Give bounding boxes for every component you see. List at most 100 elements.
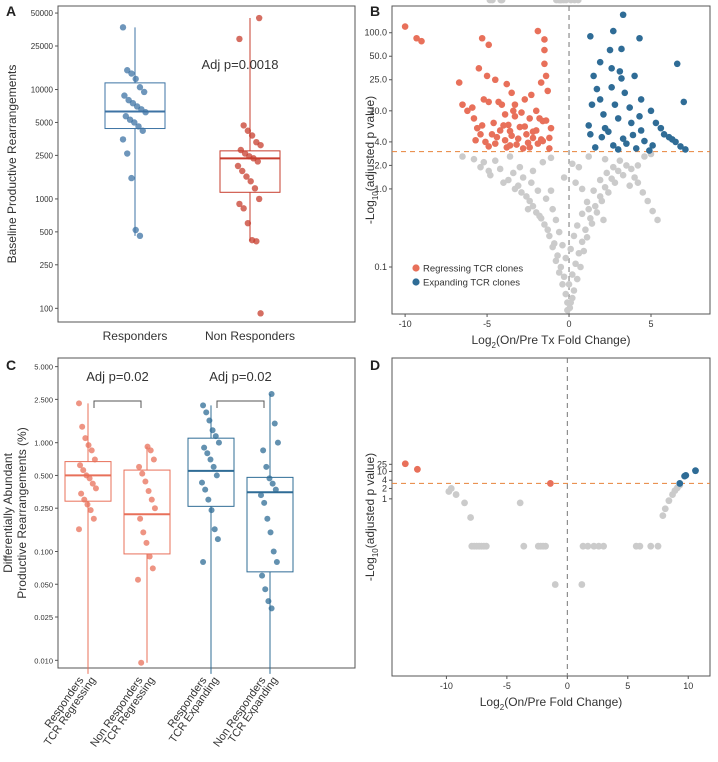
regressing-point: [418, 37, 425, 45]
y-tick-label: 0.1: [374, 262, 387, 272]
data-point: [265, 598, 272, 605]
nonsignificant-point: [488, 0, 496, 4]
data-point: [240, 122, 247, 129]
regressing-point: [496, 127, 504, 134]
expanding-point: [596, 96, 604, 103]
nonsignificant-point: [470, 155, 478, 163]
regressing-point: [473, 124, 481, 132]
nonsignificant-point: [547, 187, 555, 194]
regressing-point: [546, 145, 553, 152]
panel-b-volcano-plot: -10 -5 0 5 0.1 1.0 2.0 4.0 10.0 25.0 50.0 100.0 Log2…: [363, 5, 711, 350]
nonsignificant-point: [529, 167, 537, 175]
expanding-point: [682, 146, 689, 153]
x-tick-label: Non Responders: [205, 329, 295, 343]
expanding-point: [608, 84, 615, 91]
y-tick-label: 1.0: [374, 184, 387, 194]
panel-label-a: A: [6, 3, 16, 19]
data-point: [148, 496, 155, 503]
data-point: [257, 141, 264, 149]
nonsignificant-point: [542, 195, 550, 202]
nonsignificant-point: [580, 247, 588, 255]
y-tick-label: 0.010: [34, 656, 53, 665]
nonsignificant-point: [603, 169, 611, 177]
regressing-point: [413, 465, 421, 473]
data-point: [136, 232, 144, 240]
nonsignificant-point: [584, 542, 592, 550]
data-point: [237, 146, 245, 154]
expanding-point: [587, 131, 594, 138]
expanding-point: [631, 72, 638, 80]
data-point: [243, 173, 250, 180]
expanding-point: [652, 119, 660, 127]
box: [187, 437, 235, 507]
data-point: [261, 499, 268, 506]
nonsignificant-point: [600, 542, 607, 550]
nonsignificant-point: [574, 0, 582, 4]
nonsignificant-point: [518, 189, 525, 196]
data-point: [213, 472, 220, 479]
regressing-point: [483, 72, 491, 80]
x-tick-label: -10: [399, 319, 412, 329]
regressing-point: [532, 107, 540, 115]
y-tick-label: 5000: [35, 118, 53, 127]
data-point: [274, 439, 281, 446]
expanding-point: [676, 480, 684, 487]
y-tick-label: 1.000: [34, 439, 53, 448]
regressing-point: [464, 107, 471, 115]
regressing-point: [511, 101, 519, 108]
nonsignificant-point: [582, 226, 589, 234]
nonsignificant-point: [477, 163, 484, 171]
nonsignificant-point: [659, 512, 667, 520]
data-point: [269, 480, 276, 487]
nonsignificant-point: [585, 153, 593, 160]
expanding-point: [647, 107, 655, 115]
data-point: [267, 529, 274, 536]
nonsignificant-point: [559, 241, 566, 249]
nonsignificant-point: [485, 167, 493, 175]
x-tick-label: 5: [648, 319, 653, 329]
expanding-point: [629, 131, 637, 139]
data-point: [76, 526, 82, 533]
data-point: [257, 310, 264, 317]
nonsignificant-point: [565, 281, 573, 288]
data-point: [128, 174, 135, 182]
nonsignificant-point: [554, 252, 561, 259]
nonsignificant-point: [578, 238, 586, 246]
data-point: [251, 185, 259, 192]
data-point: [215, 439, 222, 446]
data-point: [150, 456, 157, 463]
data-point: [263, 463, 270, 470]
data-point: [205, 496, 212, 503]
nonsignificant-point: [552, 257, 560, 265]
regressing-point: [490, 119, 497, 127]
y-tick-label: 25000: [31, 42, 54, 51]
y-tick-label: 10000: [31, 86, 54, 95]
regressing-point: [519, 145, 527, 152]
y-tick-label: 4: [382, 475, 387, 485]
data-point: [203, 409, 210, 416]
plot-frame: [391, 357, 711, 677]
legend-label: Expanding TCR clones: [423, 278, 520, 289]
annotation: Adj p=0.02: [86, 369, 149, 384]
expanding-point: [677, 143, 684, 150]
nonsignificant-point: [649, 207, 656, 215]
panel-label-b: B: [370, 3, 380, 19]
nonsignificant-point: [639, 189, 647, 196]
regressing-point: [514, 135, 522, 142]
y-axis-label: -Log10(adjusted p value): [363, 96, 380, 224]
data-point: [85, 442, 92, 449]
data-point: [255, 14, 263, 22]
y-tick-label: 50.0: [369, 51, 387, 61]
y-tick-label: 1000: [35, 195, 53, 204]
x-axis-label: Log2(On/Pre Tx Fold Change): [472, 333, 631, 350]
regressing-point: [485, 143, 493, 150]
regressing-point: [478, 122, 486, 129]
regressing-point: [498, 101, 506, 108]
regressing-point: [488, 131, 496, 138]
panel-label-d: D: [370, 357, 380, 373]
expanding-point: [672, 138, 679, 146]
y-axis-label: -Log10(adjusted p value): [363, 453, 380, 581]
y-tick-label: 10: [377, 466, 387, 476]
data-point: [239, 167, 246, 175]
y-tick-label: 2.0: [374, 160, 387, 170]
